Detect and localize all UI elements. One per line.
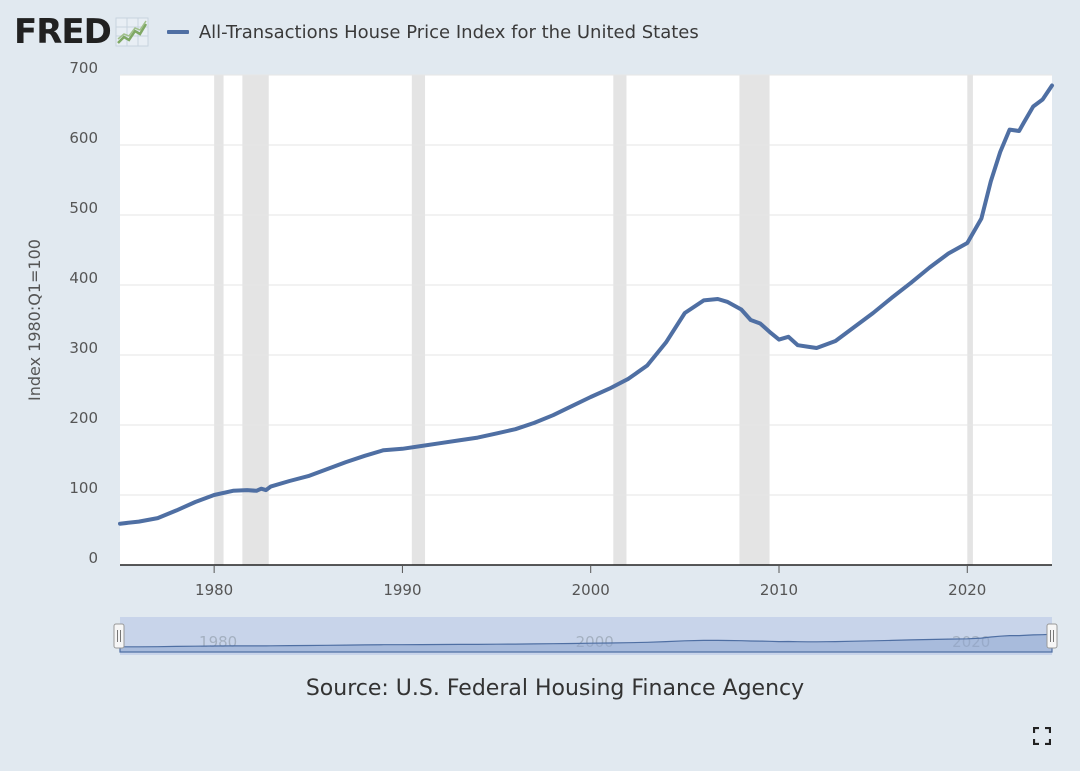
fred-logo[interactable]: FRED [14,12,112,52]
recession-band-2 [411,75,426,565]
legend-swatch [166,30,189,34]
fred-logo-graph-icon [115,17,149,47]
series-layer [118,83,1054,526]
x-tick-label: 1990 [383,581,421,599]
y-axis-ticks: 0 100 200 300 400 500 600 700 [69,59,98,567]
recession-band-1 [242,75,269,565]
y-tick-label: 500 [69,199,98,217]
x-tick-label: 2010 [760,581,798,599]
series-line-house-price-index[interactable] [118,83,1054,526]
legend-label: All-Transactions House Price Index for t… [198,21,699,43]
navigator[interactable]: 198020002020 [113,617,1058,655]
y-tick-label: 600 [69,129,98,147]
navigator-handle-left[interactable] [113,623,125,649]
y-tick-label: 300 [69,339,98,357]
x-tick-label: 2020 [948,581,986,599]
y-tick-label: 200 [69,409,98,427]
recession-band-0 [214,75,224,565]
source-note: Source: U.S. Federal Housing Finance Age… [305,676,805,701]
grid-lines [120,74,1052,496]
legend: All-Transactions House Price Index for t… [166,21,699,43]
y-axis-label: Index 1980:Q1=100 [25,239,44,401]
chart-header: FRED All-Transactions House Price Index … [14,12,699,52]
y-tick-label: 700 [69,59,98,77]
x-tick-label: 1980 [195,581,233,599]
fullscreen-icon[interactable] [1033,727,1051,745]
x-tick-label: 2000 [572,581,610,599]
navigator-handle-right[interactable] [1046,623,1058,649]
y-tick-label: 400 [69,269,98,287]
y-tick-label: 0 [88,549,98,567]
navigator-series-area [119,633,1053,653]
recession-band-5 [967,75,973,565]
y-tick-label: 100 [69,479,98,497]
x-axis-ticks: 1980 1990 2000 2010 2020 [195,565,986,599]
recession-band-3 [613,75,627,565]
